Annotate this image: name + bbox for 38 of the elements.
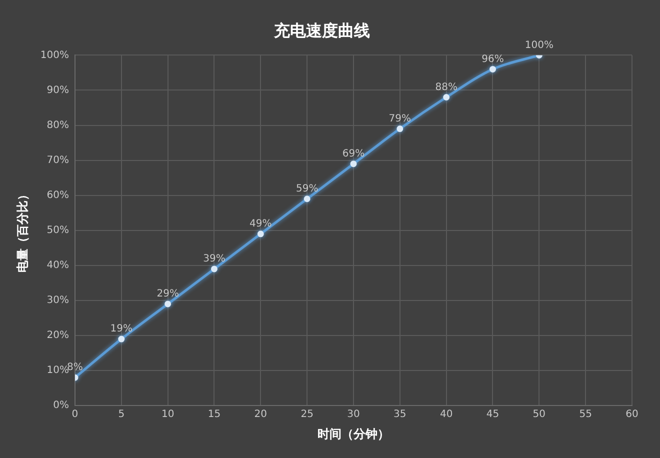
x-tick-label: 20 — [254, 409, 268, 420]
y-tick-label: 80% — [46, 120, 69, 131]
data-label: 79% — [388, 113, 412, 124]
x-tick-label: 50 — [532, 409, 546, 420]
y-tick-label: 50% — [46, 224, 69, 236]
x-tick-label: 40 — [440, 409, 453, 420]
y-tick-label: 40% — [46, 260, 69, 272]
data-label: 96% — [482, 54, 504, 65]
y-axis-title: 电量（百分比） — [15, 188, 30, 272]
x-tick-label: 35 — [394, 409, 406, 420]
y-tick-label: 0% — [53, 400, 69, 412]
data-label: 100% — [524, 40, 554, 51]
x-tick-label: 60 — [626, 409, 638, 420]
y-tick-label: 30% — [46, 295, 69, 306]
y-tick-label: 20% — [46, 330, 69, 342]
x-tick-label: 45 — [486, 409, 500, 420]
data-label: 49% — [250, 218, 272, 230]
x-tick-label: 5 — [118, 409, 125, 420]
x-tick-label: 0 — [72, 409, 78, 420]
data-label: 29% — [156, 288, 179, 300]
y-tick-label: 10% — [46, 365, 69, 376]
x-tick-label: 30 — [347, 409, 360, 420]
x-tick-label: 10 — [161, 409, 174, 420]
y-tick-label: 90% — [46, 84, 69, 96]
data-label: 8% — [67, 362, 83, 374]
x-axis-title: 时间（分钟） — [317, 426, 390, 441]
chart-title: 充电速度曲线 — [273, 20, 370, 40]
y-tick-label: 100% — [40, 50, 69, 61]
x-tick-label: 55 — [579, 409, 592, 420]
y-tick-label: 60% — [46, 190, 69, 201]
x-tick-label: 25 — [300, 409, 314, 420]
data-label: 19% — [110, 324, 133, 335]
y-tick-label: 70% — [46, 154, 69, 166]
data-label: 69% — [342, 148, 365, 160]
data-label: 39% — [203, 254, 226, 265]
x-tick-label: 15 — [208, 409, 221, 420]
data-label: 59% — [296, 183, 318, 194]
data-label: 88% — [435, 82, 458, 93]
